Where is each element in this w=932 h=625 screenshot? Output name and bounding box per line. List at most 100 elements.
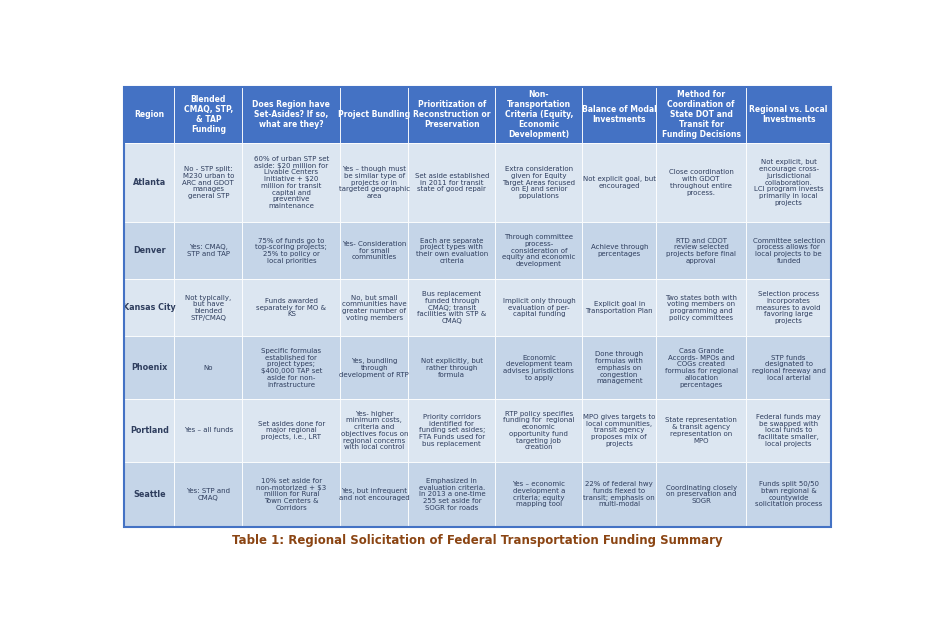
Text: Yes – though must
be similar type of
projects or in
targeted geographic
area: Yes – though must be similar type of pro… bbox=[339, 166, 410, 199]
Text: Kansas City: Kansas City bbox=[123, 303, 176, 312]
Bar bbox=[174, 142, 242, 222]
Text: Phoenix: Phoenix bbox=[131, 363, 168, 372]
Bar bbox=[124, 222, 174, 279]
Text: State representation
& transit agency
representation on
MPO: State representation & transit agency re… bbox=[665, 418, 737, 444]
Bar bbox=[656, 336, 747, 399]
Text: Each are separate
project types with
their own evaluation
criteria: Each are separate project types with the… bbox=[416, 238, 488, 264]
Text: No - STP split:
M230 urban to
ARC and GDOT
manages
general STP: No - STP split: M230 urban to ARC and GD… bbox=[183, 166, 234, 199]
Bar bbox=[124, 86, 174, 142]
Bar bbox=[747, 399, 831, 462]
Bar bbox=[242, 222, 340, 279]
Text: Bus replacement
funded through
CMAQ; transit
facilities with STP &
CMAQ: Bus replacement funded through CMAQ; tra… bbox=[418, 291, 487, 324]
Bar bbox=[408, 86, 495, 142]
Bar bbox=[242, 86, 340, 142]
Text: Yes: STP and
CMAQ: Yes: STP and CMAQ bbox=[186, 488, 230, 501]
Text: Selection process
incorporates
measures to avoid
favoring large
projects: Selection process incorporates measures … bbox=[757, 291, 821, 324]
Bar bbox=[340, 336, 408, 399]
Text: 10% set aside for
non-motorized + $3
million for Rural
Town Centers &
Corridors: 10% set aside for non-motorized + $3 mil… bbox=[256, 478, 326, 511]
Text: Yes: CMAQ,
STP and TAP: Yes: CMAQ, STP and TAP bbox=[186, 244, 230, 257]
Bar bbox=[747, 279, 831, 336]
Text: Does Region have
Set-Asides? If so,
what are they?: Does Region have Set-Asides? If so, what… bbox=[253, 100, 330, 129]
Text: Not explicit goal, but
encouraged: Not explicit goal, but encouraged bbox=[582, 176, 656, 189]
Bar bbox=[174, 86, 242, 142]
Text: Atlanta: Atlanta bbox=[132, 178, 166, 187]
Text: Coordinating closely
on preservation and
SOGR: Coordinating closely on preservation and… bbox=[665, 484, 737, 504]
Bar bbox=[495, 399, 582, 462]
Bar bbox=[340, 399, 408, 462]
Bar bbox=[124, 336, 174, 399]
Bar bbox=[656, 222, 747, 279]
Bar bbox=[340, 279, 408, 336]
Text: Emphasized in
evaluation criteria.
In 2013 a one-time
255 set aside for
SOGR for: Emphasized in evaluation criteria. In 20… bbox=[418, 478, 486, 511]
Text: Specific formulas
established for
project types;
$400,000 TAP set
aside for non-: Specific formulas established for projec… bbox=[261, 348, 322, 388]
Bar bbox=[174, 336, 242, 399]
Text: Achieve through
percentages: Achieve through percentages bbox=[591, 244, 648, 257]
Bar bbox=[582, 279, 656, 336]
Bar bbox=[582, 142, 656, 222]
Text: Not typically,
but have
blended
STP/CMAQ: Not typically, but have blended STP/CMAQ bbox=[185, 294, 231, 321]
Bar bbox=[124, 462, 174, 527]
Text: No: No bbox=[203, 365, 213, 371]
Text: Two states both with
voting members on
programming and
policy committees: Two states both with voting members on p… bbox=[665, 294, 737, 321]
Bar bbox=[656, 399, 747, 462]
Text: Yes – economic
development a
criteria; equity
mapping tool: Yes – economic development a criteria; e… bbox=[513, 481, 566, 508]
Bar bbox=[242, 462, 340, 527]
Bar bbox=[656, 462, 747, 527]
Text: Method for
Coordination of
State DOT and
Transit for
Funding Decisions: Method for Coordination of State DOT and… bbox=[662, 90, 741, 139]
Text: Yes- Consideration
for small
communities: Yes- Consideration for small communities bbox=[342, 241, 406, 261]
Text: Set aside established
in 2011 for transit
state of good repair: Set aside established in 2011 for transi… bbox=[415, 173, 489, 192]
Bar bbox=[408, 222, 495, 279]
Text: Yes – all funds: Yes – all funds bbox=[184, 428, 233, 433]
Text: Casa Grande
Accords- MPOs and
COGs created
formulas for regional
allocation
perc: Casa Grande Accords- MPOs and COGs creat… bbox=[665, 348, 738, 388]
Text: Set asides done for
major regional
projects, i.e., LRT: Set asides done for major regional proje… bbox=[258, 421, 325, 440]
Bar bbox=[495, 222, 582, 279]
Bar bbox=[242, 279, 340, 336]
Text: Table 1: Regional Solicitation of Federal Transportation Funding Summary: Table 1: Regional Solicitation of Federa… bbox=[232, 534, 723, 548]
Bar bbox=[747, 222, 831, 279]
Text: Denver: Denver bbox=[133, 246, 166, 255]
Text: Not explicitly, but
rather through
formula: Not explicitly, but rather through formu… bbox=[421, 358, 483, 377]
Bar bbox=[242, 142, 340, 222]
Text: 75% of funds go to
top-scoring projects;
25% to policy or
local priorities: 75% of funds go to top-scoring projects;… bbox=[255, 238, 327, 264]
Text: STP funds
designated to
regional freeway and
local arterial: STP funds designated to regional freeway… bbox=[752, 354, 826, 381]
Bar bbox=[495, 279, 582, 336]
Bar bbox=[408, 399, 495, 462]
Bar bbox=[747, 462, 831, 527]
Bar bbox=[174, 279, 242, 336]
Text: Through committee
process-
consideration of
equity and economic
development: Through committee process- consideration… bbox=[502, 234, 576, 267]
Text: Region: Region bbox=[134, 110, 164, 119]
Text: Extra consideration
given for Equity
Target Areas focused
on EJ and senior
popul: Extra consideration given for Equity Tar… bbox=[502, 166, 575, 199]
Bar bbox=[582, 462, 656, 527]
Bar bbox=[495, 142, 582, 222]
Bar bbox=[174, 399, 242, 462]
Text: Economic
development team
advises jurisdictions
to apply: Economic development team advises jurisd… bbox=[503, 354, 574, 381]
Bar bbox=[408, 336, 495, 399]
Bar bbox=[582, 399, 656, 462]
Bar bbox=[747, 336, 831, 399]
Text: Seattle: Seattle bbox=[133, 490, 166, 499]
Text: Prioritization of
Reconstruction or
Preservation: Prioritization of Reconstruction or Pres… bbox=[413, 100, 490, 129]
Text: 22% of federal hwy
funds flexed to
transit; emphasis on
multi-modal: 22% of federal hwy funds flexed to trans… bbox=[583, 481, 655, 508]
Text: Priority corridors
identified for
funding set asides;
FTA Funds used for
bus rep: Priority corridors identified for fundin… bbox=[418, 414, 485, 447]
Bar bbox=[340, 462, 408, 527]
Bar bbox=[340, 222, 408, 279]
Text: RTP policy specifies
funding for  regional
economic
opportunity fund
targeting j: RTP policy specifies funding for regiona… bbox=[503, 411, 575, 450]
Bar bbox=[124, 399, 174, 462]
Bar bbox=[340, 86, 408, 142]
Bar bbox=[656, 86, 747, 142]
Text: Done through
formulas with
emphasis on
congestion
management: Done through formulas with emphasis on c… bbox=[596, 351, 643, 384]
Text: Project Bundling: Project Bundling bbox=[338, 110, 410, 119]
Bar bbox=[174, 462, 242, 527]
Text: Non-
Transportation
Criteria (Equity,
Economic
Development): Non- Transportation Criteria (Equity, Ec… bbox=[505, 90, 573, 139]
Bar bbox=[408, 462, 495, 527]
Text: Implicit only through
evaluation of per-
capital funding: Implicit only through evaluation of per-… bbox=[502, 298, 575, 318]
Text: Funds awarded
separately for MO &
KS: Funds awarded separately for MO & KS bbox=[256, 298, 326, 318]
Bar bbox=[124, 279, 174, 336]
Text: Yes- higher
minimum costs,
criteria and
objectives focus on
regional concerns
wi: Yes- higher minimum costs, criteria and … bbox=[340, 411, 408, 450]
Text: Federal funds may
be swapped with
local funds to
facilitate smaller,
local proje: Federal funds may be swapped with local … bbox=[756, 414, 821, 447]
Text: Yes, bundling
through
development of RTP: Yes, bundling through development of RTP bbox=[339, 358, 409, 377]
Bar bbox=[747, 86, 831, 142]
Bar bbox=[242, 336, 340, 399]
Text: RTD and CDOT
review selected
projects before final
approval: RTD and CDOT review selected projects be… bbox=[666, 238, 736, 264]
Text: Blended
CMAQ, STP,
& TAP
Funding: Blended CMAQ, STP, & TAP Funding bbox=[184, 95, 233, 134]
